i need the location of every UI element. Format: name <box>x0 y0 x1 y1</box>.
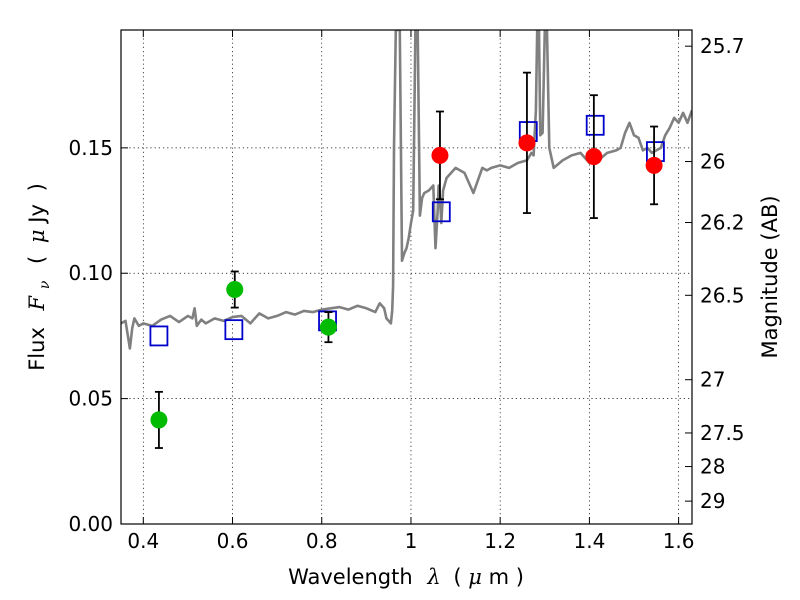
y2-tick-label: 26.5 <box>700 283 745 307</box>
x-tick-label: 0.4 <box>127 529 159 553</box>
y-axis-label: Flux F ν ( μ Jy ) <box>25 183 54 371</box>
model-square-marker <box>431 201 451 223</box>
model-square-marker <box>149 325 169 347</box>
data-point <box>319 318 337 336</box>
y-tick-label: 0.15 <box>68 136 113 160</box>
data-point <box>585 148 603 166</box>
x-tick-label: 1.4 <box>573 529 605 553</box>
x-tick-label: 1 <box>405 529 418 553</box>
data-point <box>645 156 663 174</box>
x-tick-label: 0.8 <box>306 529 338 553</box>
y2-tick-label: 27 <box>700 368 725 392</box>
x-tick-label: 1.2 <box>484 529 516 553</box>
y2-tick-label: 26 <box>700 150 725 174</box>
y-tick-label: 0.00 <box>68 512 113 536</box>
y-tick-label: 0.10 <box>68 261 113 285</box>
model-square-marker <box>224 319 244 341</box>
axis-ticks: 0.4 0.6 0.8 1 1.2 1.4 1.6 0.00 0.05 0.10 0.15 25.7 2… <box>68 30 745 553</box>
data-point <box>226 281 244 299</box>
y2-axis-label: Magnitude (AB) <box>758 195 782 358</box>
data-point <box>150 411 168 429</box>
model-square-marker <box>585 114 605 136</box>
plot-frame <box>120 29 693 525</box>
x-tick-label: 1.6 <box>663 529 695 553</box>
marker-series <box>149 71 665 449</box>
y2-tick-label: 25.7 <box>700 34 745 58</box>
y2-tick-label: 27.5 <box>700 421 745 445</box>
y2-tick-label: 26.2 <box>700 211 745 235</box>
y2-tick-label: 28 <box>700 455 725 479</box>
data-point <box>518 134 536 152</box>
plot-area <box>121 30 692 524</box>
grid-lines <box>121 30 692 525</box>
x-axis-label: Wavelength λ ( μ m ) <box>288 565 524 589</box>
data-point <box>431 146 449 164</box>
x-tick-label: 0.6 <box>217 529 249 553</box>
y2-tick-label: 29 <box>700 489 725 513</box>
y-tick-label: 0.05 <box>68 387 113 411</box>
